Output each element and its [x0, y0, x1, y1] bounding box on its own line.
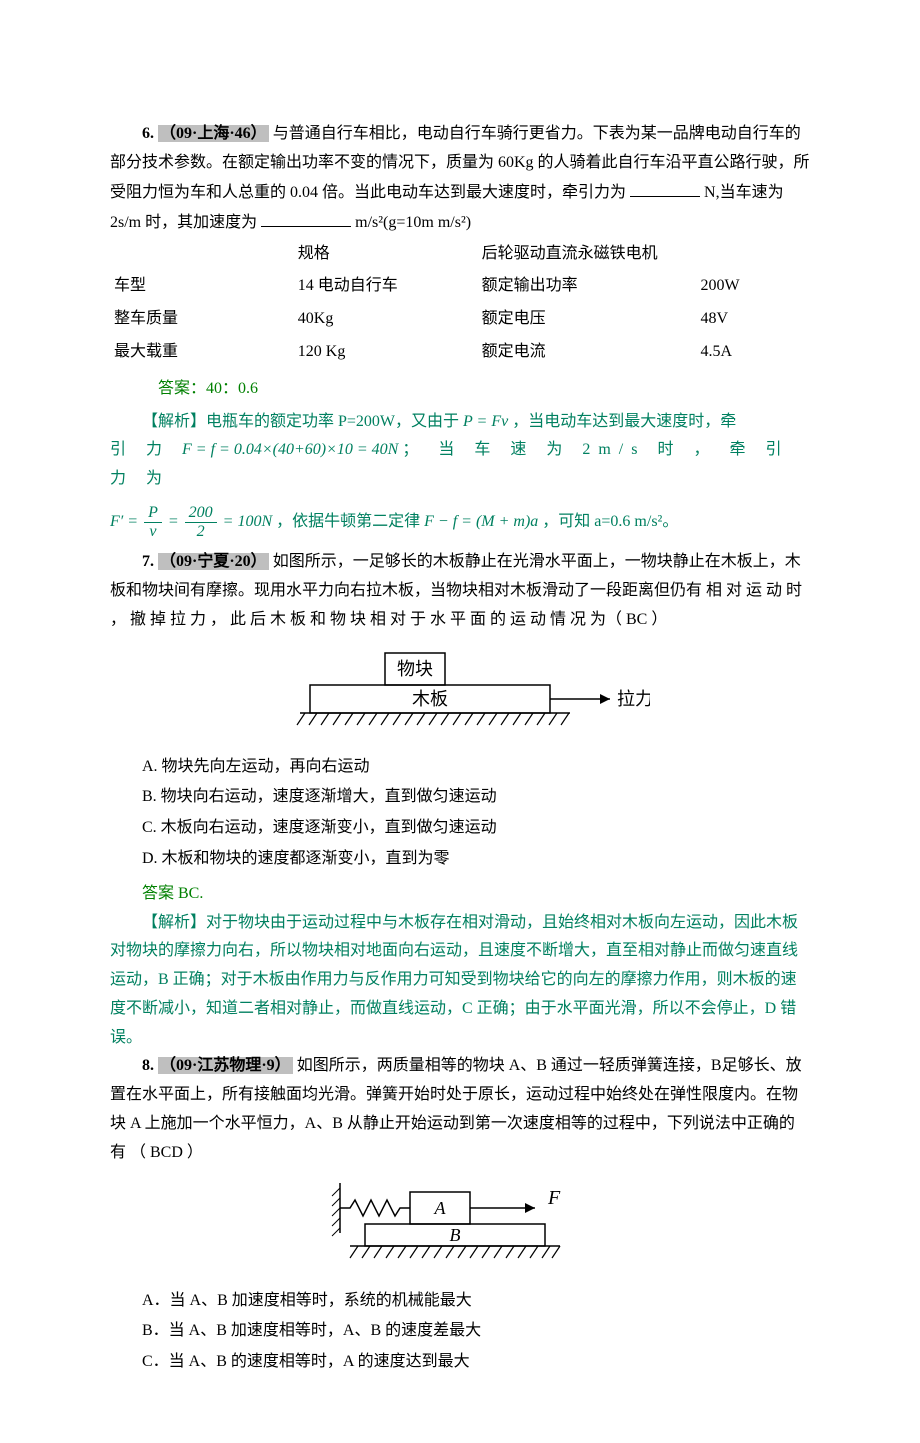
q7-options: A. 物块先向左运动，再向右运动 B. 物块向右运动，速度逐渐增大，直到做匀速运…: [110, 753, 810, 874]
q6-expl-line2: 引 力 F = f = 0.04×(40+60)×10 = 40N ； 当 车 …: [110, 436, 810, 494]
cell: 48V: [697, 303, 810, 336]
q8-opt-c: C．当 A、B 的速度相等时，A 的速度达到最大: [110, 1348, 810, 1377]
q6-eq-100n: = 100N: [223, 513, 272, 530]
q6-formula-newton: F − f = (M + m)a: [424, 513, 538, 530]
q7-answer: 答案 BC.: [110, 880, 810, 909]
q7-number: 7.: [142, 553, 154, 570]
q7-opt-b: B. 物块向右运动，速度逐渐增大，直到做匀速运动: [110, 783, 810, 812]
q6-expl-line1: 【解析】电瓶车的额定功率 P=200W，又由于 P = Fv ，当电动车达到最大…: [110, 408, 810, 437]
th-blank: [110, 238, 294, 271]
question-6: 6. （09·上海·46） 与普通自行车相比，电动自行车骑行更省力。下表为某一品…: [110, 120, 810, 540]
q8-stem: 8. （09·江苏物理·9） 如图所示，两质量相等的物块 A、B 通过一轻质弹簧…: [110, 1052, 810, 1167]
q7-diagram: 物块 木板 拉力: [270, 645, 650, 745]
th-blank2: [697, 238, 810, 271]
q8-number: 8.: [142, 1057, 154, 1074]
q6-number: 6.: [142, 125, 154, 142]
table-row: 最大载重 120 Kg 额定电流 4.5A: [110, 336, 810, 369]
cell: 120 Kg: [294, 336, 478, 369]
q6-formula-f: F = f = 0.04×(40+60)×10 = 40N: [182, 441, 398, 458]
q7-opt-c: C. 木板向右运动，速度逐渐变小，直到做匀速运动: [110, 814, 810, 843]
q6-source: （09·上海·46）: [158, 125, 269, 142]
q7-figure: 物块 木板 拉力: [110, 645, 810, 745]
q8-b-label: B: [450, 1225, 461, 1245]
frac-den: 2: [185, 523, 217, 541]
q6-expl-tail: ，可知 a=0.6 m/s²。: [542, 513, 678, 530]
q6-answer: 答案：40：0.6: [110, 375, 810, 404]
q7-opt-d: D. 木板和物块的速度都逐渐变小，直到为零: [110, 845, 810, 874]
q8-figure: A F B: [110, 1178, 810, 1273]
q7-plank-label: 木板: [412, 689, 448, 709]
q6-expl-lead: 【解析】电瓶车的额定功率 P=200W，又由于: [142, 413, 459, 430]
q6-blank-2: [261, 208, 351, 227]
table-header-row: 规格 后轮驱动直流永磁铁电机: [110, 238, 810, 271]
cell: 200W: [697, 270, 810, 303]
q7-force-label: 拉力: [617, 689, 650, 709]
q6-expl-line3: F′ = P v = 200 2 = 100N ，依据牛顿第二定律 F − f …: [110, 504, 810, 540]
q6-expl-mid1: ，当电动车达到最大速度时，牵: [512, 413, 736, 430]
q6-tail: m/s²(g=10m m/s²): [355, 214, 471, 231]
q7-source: （09·宁夏·20）: [158, 553, 269, 570]
frac-num: P: [144, 504, 162, 523]
q6-frac-eq: =: [168, 513, 179, 530]
fraction-1: P v: [144, 504, 162, 540]
q6-stem: 6. （09·上海·46） 与普通自行车相比，电动自行车骑行更省力。下表为某一品…: [110, 120, 810, 238]
q8-diagram: A F B: [310, 1178, 610, 1273]
q6-blank-1: [630, 178, 700, 197]
q7-explanation: 【解析】对于物块由于运动过程中与木板存在相对滑动，且始终相对木板向左运动，因此木…: [110, 909, 810, 1053]
q6-expl-l2a: 引 力: [110, 441, 182, 458]
q8-source: （09·江苏物理·9）: [158, 1057, 293, 1074]
cell: 车型: [110, 270, 294, 303]
cell: 14 电动自行车: [294, 270, 478, 303]
q7-opt-a: A. 物块先向左运动，再向右运动: [110, 753, 810, 782]
cell: 额定电压: [478, 303, 697, 336]
frac-den: v: [144, 523, 162, 541]
cell: 额定电流: [478, 336, 697, 369]
fraction-2: 200 2: [185, 504, 217, 540]
q6-spec-table: 规格 后轮驱动直流永磁铁电机 车型 14 电动自行车 额定输出功率 200W 整…: [110, 238, 810, 369]
q6-frac-lhs: F′ =: [110, 513, 138, 530]
q7-block-label: 物块: [397, 659, 433, 679]
th-spec: 规格: [294, 238, 478, 271]
question-7: 7. （09·宁夏·20） 如图所示，一足够长的木板静止在光滑水平面上，一物块静…: [110, 548, 810, 1052]
q8-opt-b: B．当 A、B 加速度相等时，A、B 的速度差最大: [110, 1317, 810, 1346]
q8-opt-a: A．当 A、B 加速度相等时，系统的机械能最大: [110, 1287, 810, 1316]
q7-stem: 7. （09·宁夏·20） 如图所示，一足够长的木板静止在光滑水平面上，一物块静…: [110, 548, 810, 634]
cell: 整车质量: [110, 303, 294, 336]
q6-explanation: 【解析】电瓶车的额定功率 P=200W，又由于 P = Fv ，当电动车达到最大…: [110, 408, 810, 541]
q8-options: A．当 A、B 加速度相等时，系统的机械能最大 B．当 A、B 加速度相等时，A…: [110, 1287, 810, 1377]
table-row: 车型 14 电动自行车 额定输出功率 200W: [110, 270, 810, 303]
cell: 最大载重: [110, 336, 294, 369]
th-motor: 后轮驱动直流永磁铁电机: [478, 238, 697, 271]
q6-formula-pfv: P = Fv: [463, 413, 508, 430]
question-8: 8. （09·江苏物理·9） 如图所示，两质量相等的物块 A、B 通过一轻质弹簧…: [110, 1052, 810, 1377]
frac-num: 200: [185, 504, 217, 523]
q6-expl-l3-text: ，依据牛顿第二定律: [276, 513, 420, 530]
cell: 40Kg: [294, 303, 478, 336]
q8-f-label: F: [547, 1187, 561, 1209]
cell: 4.5A: [697, 336, 810, 369]
q8-a-label: A: [434, 1198, 447, 1218]
table-row: 整车质量 40Kg 额定电压 48V: [110, 303, 810, 336]
cell: 额定输出功率: [478, 270, 697, 303]
